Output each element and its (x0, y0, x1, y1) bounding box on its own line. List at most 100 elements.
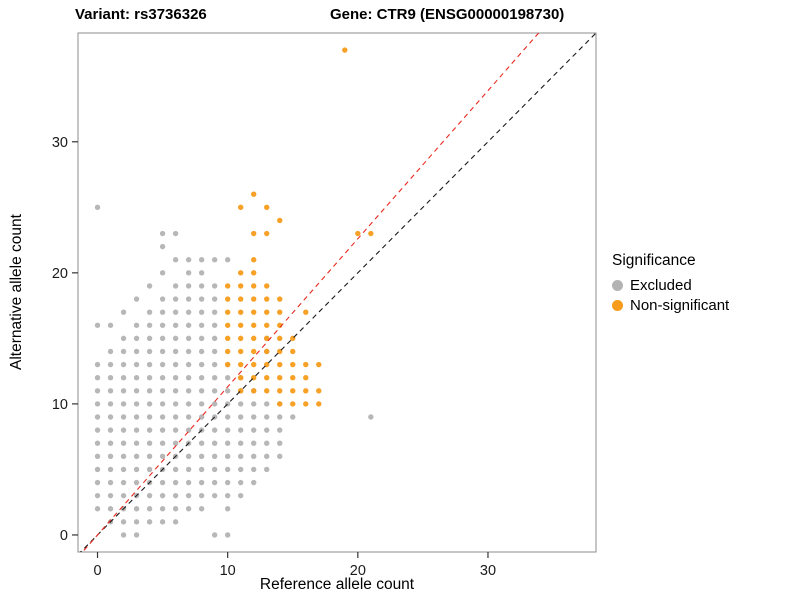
data-point (172, 388, 179, 394)
data-point (107, 492, 114, 499)
data-point (172, 492, 179, 499)
data-point (159, 322, 166, 328)
data-point (185, 348, 192, 355)
chart-title-gene: Gene: CTR9 (ENSG00000198730) (330, 6, 565, 23)
data-point (185, 322, 192, 328)
data-point (133, 532, 140, 538)
data-point (120, 532, 127, 538)
data-point (107, 466, 114, 473)
chart-title-variant: Variant: rs3736326 (75, 6, 207, 23)
data-point (185, 492, 192, 499)
data-point (211, 427, 218, 433)
data-point (107, 388, 114, 394)
data-point (264, 374, 270, 381)
data-point (94, 388, 101, 394)
legend-item-non-significant: Non-significant (612, 295, 729, 315)
data-point (146, 492, 153, 499)
data-point (185, 466, 192, 473)
data-point (94, 427, 101, 433)
data-point (159, 427, 166, 433)
data-point (251, 191, 257, 197)
data-point (172, 296, 179, 302)
data-point (237, 309, 244, 315)
data-point (159, 519, 166, 525)
data-point (264, 388, 270, 394)
data-point (237, 374, 244, 381)
data-point (133, 335, 140, 342)
data-point (224, 361, 231, 368)
data-point (172, 519, 179, 525)
data-point (198, 466, 205, 473)
data-point (264, 427, 270, 433)
data-point (120, 479, 127, 486)
data-point (133, 414, 140, 420)
data-point (94, 440, 101, 446)
data-point (159, 506, 166, 512)
data-point (224, 335, 231, 342)
x-axis-label: Reference allele count (259, 576, 415, 593)
data-point (94, 466, 101, 473)
data-point (107, 427, 114, 433)
x-tick-label: 20 (350, 563, 366, 579)
data-point (172, 257, 179, 263)
data-point (146, 506, 153, 512)
data-point (264, 348, 270, 355)
data-point (264, 230, 270, 237)
data-point (159, 296, 166, 302)
data-point (277, 361, 283, 368)
data-point (107, 374, 114, 381)
data-point (211, 309, 218, 315)
data-point (146, 401, 153, 407)
data-point (172, 230, 179, 237)
data-point (224, 492, 231, 499)
y-tick-label: 10 (52, 397, 68, 413)
data-point (211, 257, 218, 263)
data-point (172, 283, 179, 289)
data-point (172, 322, 179, 328)
data-point (264, 204, 270, 211)
data-point (107, 506, 114, 512)
data-point (251, 335, 257, 342)
data-point (264, 453, 270, 460)
data-point (277, 440, 283, 446)
data-point (133, 453, 140, 460)
data-point (211, 296, 218, 302)
data-point (224, 479, 231, 486)
data-point (159, 230, 166, 237)
y-tick-label: 0 (60, 528, 68, 544)
data-point (120, 466, 127, 473)
data-point (133, 440, 140, 446)
data-point (211, 479, 218, 486)
legend-item-excluded: Excluded (612, 275, 729, 295)
data-point (303, 388, 309, 394)
data-point (94, 374, 101, 381)
data-point (107, 414, 114, 420)
data-point (94, 506, 101, 512)
data-point (107, 453, 114, 460)
data-point (172, 479, 179, 486)
data-point (172, 348, 179, 355)
data-point (251, 230, 257, 237)
series-non-significant (224, 47, 374, 407)
data-point (277, 388, 283, 394)
data-point (224, 427, 231, 433)
data-point (159, 243, 166, 250)
data-point (264, 283, 270, 289)
identity-line-group (79, 33, 596, 552)
data-point (251, 479, 257, 486)
x-tick-label: 30 (480, 563, 496, 579)
data-point (185, 296, 192, 302)
data-point (198, 283, 205, 289)
data-point (237, 335, 244, 342)
data-point (146, 427, 153, 433)
data-point (198, 414, 205, 420)
series-excluded (94, 204, 374, 538)
data-point (159, 270, 166, 276)
data-point (159, 348, 166, 355)
data-point (185, 453, 192, 460)
data-point (198, 479, 205, 486)
data-point (237, 283, 244, 289)
y-tick-label: 20 (52, 266, 68, 282)
y-tick-label: 30 (52, 135, 68, 151)
